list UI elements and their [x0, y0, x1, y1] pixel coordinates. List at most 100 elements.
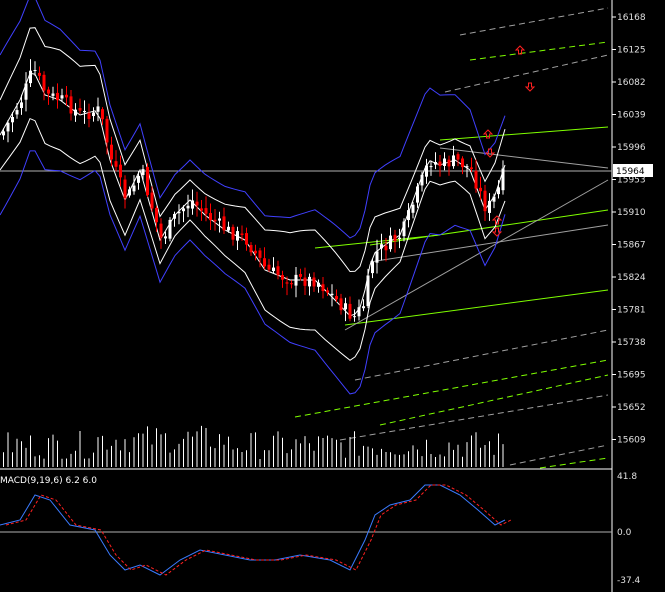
bull-candle — [83, 110, 86, 113]
channel-line — [444, 54, 609, 93]
bull-candle — [501, 168, 505, 191]
price-tick-label: 15781 — [617, 306, 646, 316]
price-tick-label: 15867 — [617, 241, 646, 251]
bear-candle — [393, 234, 397, 242]
macd-indicator-label: MACD(9,19,6) 6.2 6.0 — [0, 476, 97, 486]
price-tick-label: 16125 — [617, 46, 646, 56]
bear-candle — [312, 277, 316, 287]
channel-line — [369, 224, 609, 263]
down-arrow-icon — [484, 148, 496, 158]
bull-candle — [168, 219, 172, 239]
bear-candle — [69, 96, 73, 114]
bull-candle — [317, 282, 320, 287]
bear-candle — [78, 108, 82, 111]
bear-candle — [303, 277, 307, 286]
bull-candle — [20, 102, 23, 109]
macd-axis: 41.8 0.0 -37.4 — [617, 472, 641, 586]
bear-candle — [87, 113, 91, 119]
up-arrow-icon — [514, 45, 526, 55]
bear-candle — [258, 250, 262, 258]
channel-line — [469, 41, 609, 61]
channel-line — [339, 394, 609, 441]
bear-candle — [159, 223, 163, 238]
bull-candle — [402, 221, 406, 237]
bull-candle — [330, 293, 334, 296]
bear-candle — [240, 233, 244, 236]
bull-candle — [128, 189, 131, 196]
macd-tick-label: -37.4 — [617, 576, 641, 586]
bull-candle — [11, 117, 14, 123]
band-line — [0, 27, 506, 273]
bull-candle — [398, 237, 401, 240]
channel-line — [509, 444, 609, 466]
bull-candle — [407, 210, 410, 221]
bull-candle — [425, 165, 428, 177]
bear-candle — [348, 303, 352, 319]
price-tick-label: 15910 — [617, 208, 646, 218]
candlesticks — [2, 59, 505, 322]
bear-candle — [335, 295, 338, 300]
channel-line — [344, 179, 609, 331]
bear-candle — [339, 298, 343, 311]
bull-candle — [2, 131, 5, 136]
bear-candle — [209, 213, 212, 221]
bull-candle — [33, 69, 37, 71]
bull-candle — [366, 275, 370, 307]
current-price-box — [613, 164, 653, 177]
bull-candle — [218, 218, 221, 221]
bear-candle — [326, 290, 329, 293]
price-tick-label: 16082 — [617, 78, 646, 88]
bear-candle — [321, 284, 325, 292]
bull-candle — [420, 174, 424, 186]
bollinger-bands — [0, 0, 506, 395]
bull-candle — [429, 166, 433, 168]
bull-candle — [15, 110, 19, 115]
macd-tick-label: 0.0 — [617, 528, 632, 538]
macd-lines — [0, 484, 512, 576]
bear-candle — [146, 166, 149, 196]
price-axis: 16168 16125 16082 16039 15996 15953 15910 15867… — [612, 13, 646, 446]
bull-candle — [375, 251, 379, 263]
price-tick-label: 16168 — [617, 13, 646, 23]
bull-candle — [492, 196, 496, 202]
bull-candle — [51, 93, 55, 96]
bear-candle — [438, 161, 442, 166]
bear-candle — [461, 158, 464, 168]
bull-candle — [186, 205, 190, 209]
bear-candle — [384, 245, 388, 251]
bear-candle — [470, 167, 473, 170]
channel-line — [369, 209, 609, 246]
bull-candle — [488, 200, 491, 213]
price-tick-label: 15953 — [617, 176, 646, 186]
bull-candle — [182, 208, 185, 212]
band-line — [0, 0, 506, 239]
bear-candle — [276, 266, 280, 276]
bear-candle — [254, 250, 257, 254]
bull-candle — [416, 186, 419, 203]
bull-candle — [497, 187, 500, 195]
bull-candle — [74, 109, 77, 116]
channel-line — [439, 126, 609, 141]
bear-candle — [245, 233, 248, 245]
bear-candle — [299, 273, 302, 277]
bear-candle — [42, 74, 46, 91]
bull-candle — [434, 162, 437, 165]
bull-candle — [92, 112, 95, 117]
bull-candle — [60, 95, 64, 99]
channel-line — [539, 457, 609, 469]
bull-candle — [6, 122, 10, 132]
bear-candle — [474, 170, 478, 189]
price-tick-label: 16039 — [617, 111, 646, 121]
volume-bars — [3, 425, 504, 467]
bear-candle — [56, 92, 59, 101]
fractal-arrows — [482, 45, 536, 237]
bear-candle — [447, 159, 451, 167]
down-arrow-icon — [491, 227, 503, 237]
price-tick-label: 15996 — [617, 143, 646, 153]
bear-candle — [483, 190, 487, 212]
bull-candle — [24, 83, 28, 100]
bear-candle — [119, 164, 122, 178]
bull-candle — [132, 185, 136, 192]
bear-candle — [65, 94, 68, 98]
bear-candle — [200, 208, 203, 211]
